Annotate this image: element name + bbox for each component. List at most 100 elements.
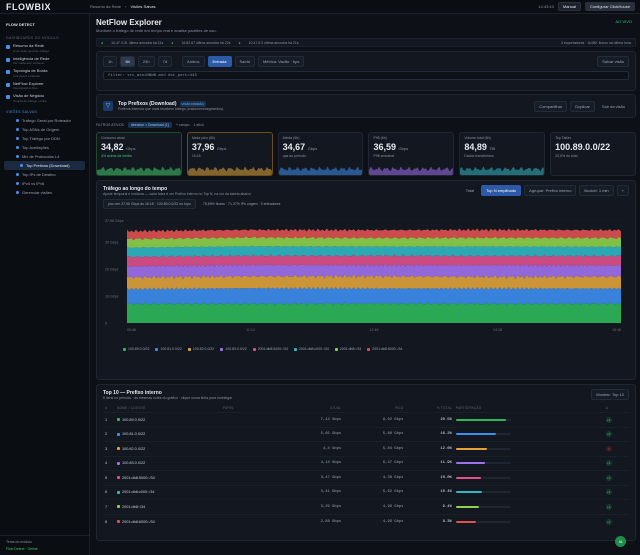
table-row[interactable]: 4 100.83.0.0/22 4,14 Gbps 6,47 Gbps 11.9% +1 <box>103 455 629 471</box>
kpi-delta: 20,5% do total <box>555 154 578 158</box>
stacked-area-chart[interactable]: 37,96 Gbps 30 Gbps 20 Gbps 10 Gbps 0 09:46 11:… <box>103 211 631 344</box>
sidebar-item[interactable]: Visão de Negócio Ocupar de tráfego e link… <box>0 92 89 105</box>
table-row[interactable]: 5 2001:db8:5000::/34 3,47 Gbps 4,30 Gbps 10.… <box>103 470 629 485</box>
settings-button[interactable]: Configurar ClickHouse <box>584 2 635 11</box>
table-row[interactable]: 8 2001:db8:6000::/34 2,88 Gbps 4,99 Gbps 8.3… <box>103 513 629 529</box>
view-dot-icon <box>16 127 19 131</box>
saved-view-item[interactable]: Mix de Protocolos L4 <box>0 152 89 161</box>
saved-view-item[interactable]: Top IPs de Destino <box>0 170 89 179</box>
theme-label[interactable]: Tema do módulo <box>6 540 32 544</box>
x-tick-label: 09:46 <box>127 328 136 332</box>
kpi-value: 100.89.0.0/22 <box>555 142 611 152</box>
bucket-select[interactable]: Bucket: 1 min <box>579 185 614 196</box>
topn-toggle[interactable]: Top N empilhado <box>481 185 522 196</box>
duplicate-button[interactable]: Duplicar <box>570 100 595 112</box>
kpi-card[interactable]: Volume total (6h) 84,89 TiB Dados transfer… <box>459 132 546 176</box>
series-area-3[interactable] <box>127 273 621 291</box>
legend-swatch <box>334 347 338 351</box>
current-value: 4,4 Gbps <box>280 441 344 456</box>
group-select[interactable]: Agrupar: Prefixo interno <box>524 185 577 196</box>
direction-both[interactable]: Ambos <box>182 56 205 67</box>
series-area-6[interactable] <box>127 245 621 258</box>
add-filter-button[interactable]: + campo <box>175 123 190 127</box>
series-swatch <box>117 461 120 465</box>
legend-label: 2001:db8:6000::/34 <box>372 347 403 351</box>
legend-item[interactable]: 100.82.0.0/22 <box>187 347 214 351</box>
range-7d[interactable]: 7d <box>157 56 173 67</box>
table-row[interactable]: 7 2001:db8::/34 3,29 Gbps 4,99 Gbps 9.4% +1 <box>103 499 629 514</box>
column-header[interactable]: PAPEL <box>222 406 234 410</box>
saved-view-item[interactable]: Top Aceitações <box>0 143 89 152</box>
range-1h[interactable]: 1h <box>103 56 118 67</box>
table-row[interactable]: 1 100.89.0.0/22 7,14 Gbps 9,02 Gbps 20.5% +1 <box>103 412 629 427</box>
direction-out[interactable]: Saída <box>234 56 255 67</box>
delta-badge: +2 <box>605 431 612 438</box>
view-dot-icon <box>16 145 19 149</box>
column-header[interactable]: PICO <box>394 406 404 410</box>
legend-item[interactable]: 2001:db8::/34 <box>334 347 361 351</box>
share-bar <box>455 520 511 523</box>
saved-view-item[interactable]: IPv4 vs IPv6 <box>0 179 89 188</box>
range-24h[interactable]: 24h <box>137 56 155 67</box>
legend-item[interactable]: 2001:db8:5000::/34 <box>252 347 288 351</box>
kpi-label: P95 (6h) <box>373 136 387 140</box>
kpi-card[interactable]: Média (6h) 34,67 Gbps ups ao período <box>277 132 364 176</box>
save-view-button[interactable]: Salvar visão <box>597 56 629 67</box>
kpi-card[interactable]: Consumo atual 34,82 Gbps 4% acima da média <box>96 132 182 176</box>
page-title: NetFlow Explorer <box>96 18 162 27</box>
share-bar-fill <box>455 476 481 479</box>
x-tick-label: 15:46 <box>612 328 621 332</box>
ai-assistant-button[interactable]: IA <box>615 536 626 547</box>
sidebar-item[interactable]: Topologia de Borda Link peers e trânsito <box>0 67 89 80</box>
table-row[interactable]: 2 100.81.0.0/22 5,65 Gbps 5,80 Gbps 16.2% +2 <box>103 426 629 442</box>
breadcrumb-item[interactable]: Resumo da Rede <box>90 4 122 9</box>
series-area-5[interactable] <box>127 254 621 268</box>
series-area-8[interactable] <box>127 228 621 241</box>
series-area-2[interactable] <box>127 287 621 306</box>
column-header[interactable]: # <box>105 406 107 410</box>
saved-view-item[interactable]: Top Prefixos (Download) <box>4 160 85 170</box>
legend-item[interactable]: 100.83.0.0/22 <box>220 347 247 351</box>
column-header[interactable]: PARTICIPAÇÃO <box>455 406 482 410</box>
series-area-1[interactable] <box>127 302 621 323</box>
table-row[interactable]: 6 2001:db8:c000::/34 3,41 Gbps 5,62 Gbps 10.… <box>103 484 629 500</box>
filters-panel: 1h 6h 24h 7d Ambos Entrada Saída Métrica… <box>96 51 636 91</box>
sidebar-item[interactable]: NetFlow Explorer Investigações flow <box>0 80 89 93</box>
legend-item[interactable]: 100.81.0.0/22 <box>155 347 182 351</box>
column-header[interactable]: ATUAL <box>330 406 342 410</box>
filter-chip[interactable]: direction = Download (1) <box>127 122 172 128</box>
top-bar: FLOWBIX Resumo da Rede › Visões Salvas 14… <box>0 0 640 14</box>
direction-in[interactable]: Entrada <box>207 56 232 67</box>
legend-item[interactable]: 2001:db8:c000::/34 <box>293 347 329 351</box>
column-header[interactable]: % TOTAL <box>436 406 452 410</box>
share-button[interactable]: Compartilhar <box>534 100 568 112</box>
query-input[interactable]: filter: src_asn=NNNN and dst_port=443 <box>103 71 629 80</box>
kpi-card[interactable]: Top Talker 100.89.0.0/22 20,5% do total <box>550 132 636 176</box>
kpi-label: Maior pico (6h) <box>191 136 216 140</box>
sidebar-item[interactable]: Inteligência de Rede Ver saída sem contex… <box>0 55 89 68</box>
column-header[interactable]: Δ <box>605 406 608 410</box>
saved-view-item[interactable]: Top Tráfego por DDN <box>0 134 89 143</box>
total-toggle[interactable]: Total <box>465 188 475 193</box>
saved-view-item[interactable]: Tráfego Geral por Roteador <box>0 116 89 125</box>
table-row[interactable]: 3 100.82.0.0/22 4,4 Gbps 5,84 Gbps 12.6% -2 <box>103 441 629 456</box>
more-icon[interactable]: + <box>616 185 629 196</box>
share-bar <box>455 418 511 421</box>
saved-view-item[interactable]: Top ASNs de Origem <box>0 125 89 134</box>
range-6h[interactable]: 6h <box>120 56 135 67</box>
show-select[interactable]: Mostrar: Top 10 <box>591 389 629 400</box>
saved-view-item[interactable]: Gerenciar visões <box>0 188 89 197</box>
legend-item[interactable]: 2001:db8:6000::/34 <box>367 347 402 351</box>
series-area-4[interactable] <box>127 263 621 280</box>
exit-view-button[interactable]: Sair da visão <box>601 103 625 109</box>
metric-select[interactable]: Métrica: Vazão · bps <box>257 56 305 67</box>
sidebar-item[interactable]: Resumo da Rede Uma visão geral do tráfego <box>0 42 89 55</box>
kpi-card[interactable]: Maior pico (6h) 37,96 Gbps 16:18 <box>186 132 273 176</box>
percent-total: 11.9% <box>405 455 454 471</box>
manual-button[interactable]: Manual <box>557 2 581 11</box>
legend-item[interactable]: 100.89.0.0/22 <box>123 347 149 351</box>
column-header[interactable]: NOME / CLIENTE <box>117 406 146 410</box>
series-area-7[interactable] <box>127 236 621 249</box>
row-rank: 6 <box>103 484 115 500</box>
kpi-card[interactable]: P95 (6h) 36,59 Gbps P95 amostral <box>368 132 455 176</box>
